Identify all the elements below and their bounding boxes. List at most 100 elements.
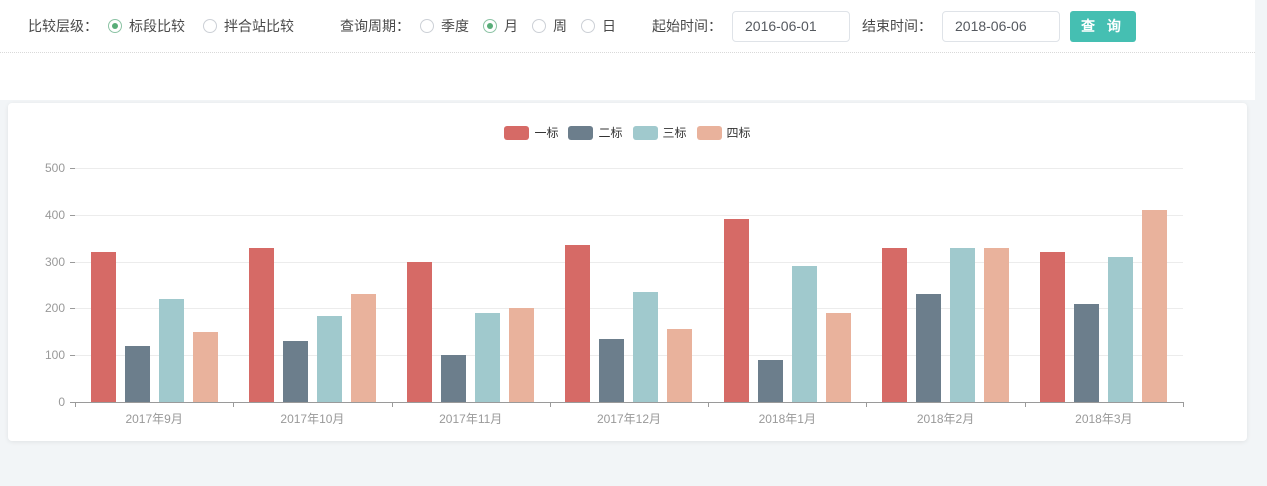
x-axis-category-label: 2017年10月 [280,412,345,426]
bar-group-2018年2月 [866,168,1024,402]
bar-一标-2017年9月 [90,252,116,402]
chart-card: 一标 二标 三标 四标 0 100 200 300 400 500 2017年9月 2017年10… [8,103,1247,441]
x-axis-category-label: 2017年12月 [596,412,661,426]
x-axis-tick [1183,402,1184,407]
y-axis-tick [70,402,75,403]
x-axis-tick [233,402,235,407]
legend-label: 四标 [726,126,751,140]
legend-item-二标[interactable]: 二标 [568,124,623,141]
compare-level-radio-0[interactable]: 标段比较 [108,16,185,36]
start-time-input[interactable] [732,10,850,42]
legend-label: 二标 [598,126,623,140]
legend-label: 一标 [534,126,559,140]
gridline [75,261,1183,263]
gridline [75,308,1183,310]
bar-二标-2017年12月 [599,338,625,402]
x-axis-category-label: 2018年1月 [758,412,816,426]
bar-group-2017年9月 [75,168,233,402]
bar-二标-2017年10月 [282,341,308,402]
bar-二标-2018年1月 [757,359,783,402]
start-time-label: 起始时间： [652,18,722,34]
end-time-input[interactable] [942,10,1060,42]
bar-四标-2017年9月 [192,331,218,402]
gridline [75,214,1183,216]
bar-二标-2018年2月 [916,294,942,402]
bar-四标-2018年1月 [825,313,851,402]
end-time-label: 结束时间： [862,18,932,34]
x-axis-tick [391,402,393,407]
y-axis-tick [70,308,75,310]
bar-一标-2017年12月 [565,245,591,402]
chart-legend: 一标 二标 三标 四标 [8,103,1247,141]
radio-circle-icon [532,19,546,33]
y-axis-tick-label: 0 [58,395,65,409]
y-axis-tick-label: 400 [44,207,65,222]
y-axis-tick-label: 200 [44,301,65,316]
y-axis-tick [70,261,75,263]
x-axis-tick [75,402,76,407]
period-label: 查询周期： [340,18,410,34]
bar-四标-2018年2月 [984,247,1010,402]
x-axis-tick [866,402,868,407]
bar-四标-2018年3月 [1142,210,1168,402]
x-axis-category-label: 2018年2月 [916,412,975,426]
legend-swatch-icon [504,125,530,140]
bar-group-2017年10月 [233,168,391,402]
radio-label: 季度 [441,18,469,34]
legend-item-四标[interactable]: 四标 [696,124,751,141]
bar-三标-2017年10月 [316,316,342,402]
gridline [75,168,1183,169]
bar-三标-2017年12月 [633,292,659,402]
compare-level-label: 比较层级： [28,18,98,34]
period-radio-group: 季度 月 周 日 [420,16,616,36]
bar-一标-2017年10月 [248,247,274,402]
compare-level-radio-group: 标段比较 拌合站比较 [108,16,294,36]
y-axis-tick [70,355,75,357]
bar-group-2017年12月 [550,168,708,402]
bar-二标-2018年3月 [1074,303,1100,402]
y-axis-tick-label: 100 [44,348,65,363]
bar-一标-2018年2月 [882,247,908,402]
bar-二标-2017年11月 [441,355,467,402]
legend-swatch-icon [568,125,594,140]
radio-label: 拌合站比较 [224,18,294,34]
legend-item-一标[interactable]: 一标 [504,124,558,141]
bar-chart-plot: 0 100 200 300 400 500 [45,161,1184,409]
bar-三标-2018年2月 [950,247,976,402]
query-button[interactable]: 查 询 [1070,10,1136,42]
radio-label: 月 [504,18,518,34]
query-period-radio-3[interactable]: 日 [581,16,616,36]
radio-circle-icon [420,19,434,33]
bar-四标-2017年10月 [350,294,376,402]
bar-三标-2017年9月 [158,299,184,402]
radio-circle-icon [203,19,217,33]
bar-四标-2017年11月 [509,308,535,402]
bar-group-2017年11月 [392,168,550,402]
bar-二标-2017年9月 [124,345,150,402]
bar-一标-2017年11月 [407,261,433,402]
bar-三标-2018年3月 [1108,256,1134,402]
legend-label: 三标 [662,126,687,140]
radio-circle-icon [483,19,497,33]
radio-label: 标段比较 [129,18,185,34]
query-period-radio-2[interactable]: 周 [532,16,567,36]
bar-group-2018年1月 [708,168,866,402]
y-axis-tick-label: 300 [44,254,65,269]
query-period-radio-0[interactable]: 季度 [420,16,469,36]
radio-label: 周 [553,18,567,34]
x-axis-tick [549,402,551,407]
bar-三标-2017年11月 [475,313,501,402]
x-axis-category-label: 2017年9月 [125,412,183,426]
bar-groups [75,168,1183,402]
compare-level-radio-1[interactable]: 拌合站比较 [203,16,294,36]
query-period-radio-1[interactable]: 月 [483,16,518,36]
bar-一标-2018年3月 [1040,252,1066,402]
bar-三标-2018年1月 [791,266,817,402]
legend-item-三标[interactable]: 三标 [632,124,687,141]
y-axis-tick [70,168,75,169]
x-axis-labels: 2017年9月 2017年10月 2017年11月 2017年12月 2018年1月 20… [75,410,1183,427]
y-axis-tick [70,214,75,216]
